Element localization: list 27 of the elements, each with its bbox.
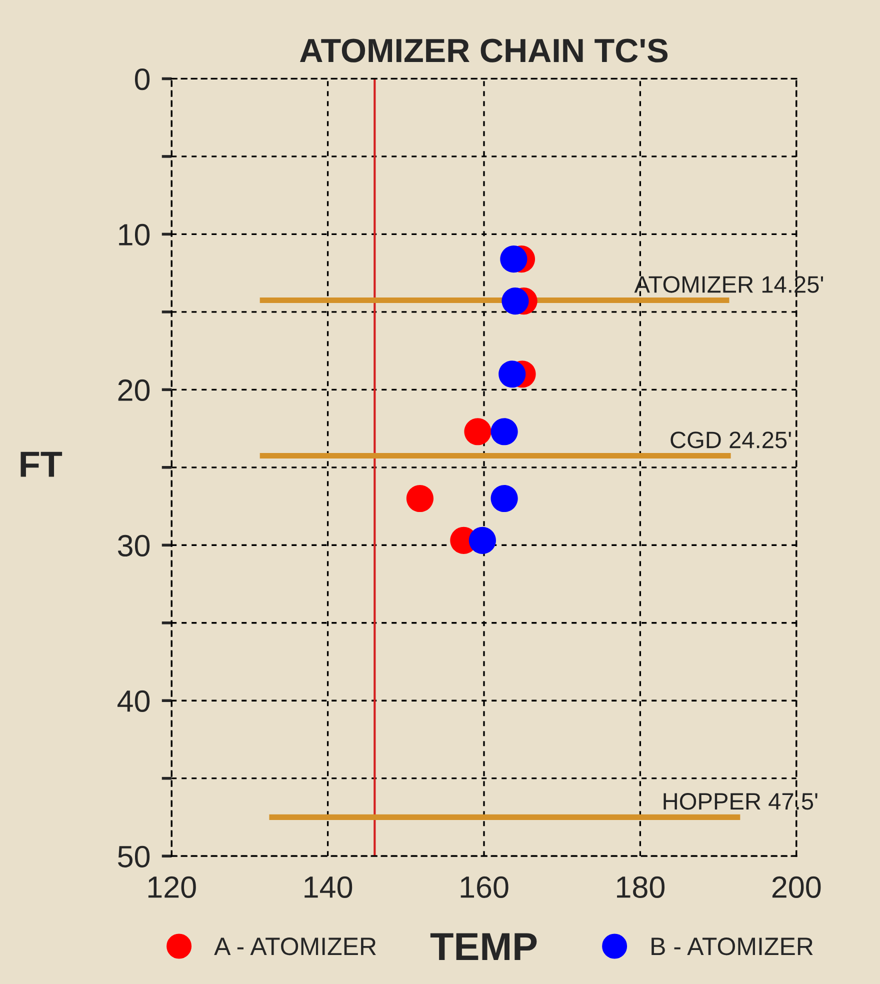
annotation: HOPPER 47.5' <box>664 793 818 810</box>
legend-label: A - ATOMIZER <box>214 938 376 956</box>
y-tick-label: 40 <box>117 690 150 712</box>
annotation: CGD 24.25' <box>670 432 791 448</box>
point <box>490 484 518 512</box>
x-axis-title: TEMP <box>430 933 537 960</box>
point <box>498 360 526 388</box>
point <box>464 418 492 446</box>
y-tick-label: 0 <box>134 68 150 90</box>
legend-label: B - ATOMIZER <box>652 938 813 956</box>
x-tick-label: 180 <box>617 876 664 898</box>
y-tick-label: 30 <box>118 534 150 557</box>
point <box>468 526 496 554</box>
x-tick-label: 140 <box>304 876 352 898</box>
point <box>406 484 434 512</box>
x-tick-label: 120 <box>148 876 196 898</box>
x-tick-label: 160 <box>460 876 508 898</box>
y-tick-label: 50 <box>118 846 150 868</box>
y-axis-title: FT <box>20 452 62 477</box>
y-tick-label: 10 <box>119 224 150 246</box>
y-tick-label: 20 <box>118 379 150 402</box>
chart-title: ATOMIZER CHAIN TC'S <box>300 38 668 62</box>
x-tick-label: 200 <box>772 876 821 898</box>
annotation: ATOMIZER 14.25' <box>634 276 824 293</box>
point <box>500 246 528 273</box>
point <box>490 418 518 446</box>
point <box>502 288 529 315</box>
